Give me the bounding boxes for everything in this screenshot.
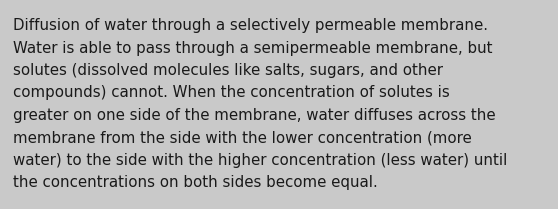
Text: solutes (dissolved molecules like salts, sugars, and other: solutes (dissolved molecules like salts,… [13,63,443,78]
Text: water) to the side with the higher concentration (less water) until: water) to the side with the higher conce… [13,153,507,168]
Text: Diffusion of water through a selectively permeable membrane.: Diffusion of water through a selectively… [13,18,488,33]
Text: greater on one side of the membrane, water diffuses across the: greater on one side of the membrane, wat… [13,108,496,123]
Text: compounds) cannot. When the concentration of solutes is: compounds) cannot. When the concentratio… [13,85,450,101]
Text: the concentrations on both sides become equal.: the concentrations on both sides become … [13,176,378,190]
Text: Water is able to pass through a semipermeable membrane, but: Water is able to pass through a semiperm… [13,41,493,56]
Text: membrane from the side with the lower concentration (more: membrane from the side with the lower co… [13,130,472,145]
